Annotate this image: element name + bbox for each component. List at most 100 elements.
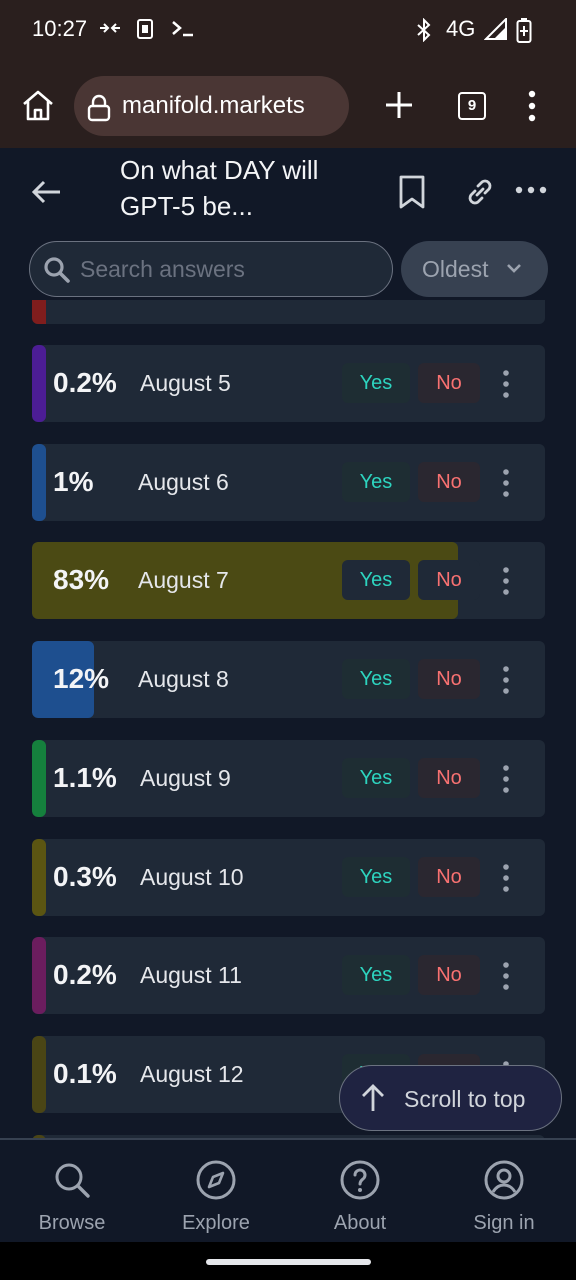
bet-yes-button[interactable]: Yes xyxy=(342,659,410,699)
chevron-down-icon xyxy=(505,261,523,280)
signal-icon xyxy=(483,16,508,46)
probability-bar xyxy=(32,1135,46,1140)
probability-bar xyxy=(32,300,46,324)
answer-row[interactable]: 12% August 8 Yes No xyxy=(32,641,545,718)
bet-yes-button[interactable]: Yes xyxy=(342,955,410,995)
bet-no-button[interactable]: No xyxy=(418,758,480,798)
bet-no-button[interactable]: No xyxy=(418,363,480,403)
browser-menu-button[interactable] xyxy=(524,88,540,124)
search-input[interactable] xyxy=(80,250,380,288)
bet-no-button[interactable]: No xyxy=(418,560,480,600)
answer-row[interactable]: 0.3% August 10 Yes No xyxy=(32,839,545,916)
answer-menu-button[interactable] xyxy=(498,566,514,596)
user-circle-icon xyxy=(484,1160,524,1200)
answer-probability: 1% xyxy=(53,466,94,497)
bet-yes-button[interactable]: Yes xyxy=(342,857,410,897)
answer-probability: 0.1% xyxy=(53,1058,117,1089)
answer-row[interactable]: 1% August 6 Yes No xyxy=(32,444,545,521)
bookmark-button[interactable] xyxy=(396,174,428,210)
answer-probability: 1.1% xyxy=(53,762,117,793)
nav-about-label: About xyxy=(333,1212,387,1234)
browser-toolbar: manifold.markets 9 xyxy=(0,64,576,148)
nav-browse-label: Browse xyxy=(38,1212,106,1234)
new-tab-button[interactable] xyxy=(382,88,416,122)
answer-row[interactable]: 1.1% August 9 Yes No xyxy=(32,740,545,817)
answer-label: August 9 xyxy=(140,765,231,791)
vertical-dots-icon xyxy=(503,567,509,595)
answer-row-partial xyxy=(32,300,545,324)
status-time: 10:27 xyxy=(32,16,88,41)
gesture-bar xyxy=(0,1242,576,1280)
bet-yes-button[interactable]: Yes xyxy=(342,363,410,403)
network-type: 4G xyxy=(446,16,476,41)
compass-icon xyxy=(196,1160,236,1200)
battery-icon xyxy=(516,18,532,50)
search-box xyxy=(29,241,393,297)
vertical-dots-icon xyxy=(503,370,509,398)
answer-menu-button[interactable] xyxy=(498,764,514,794)
copy-link-button[interactable] xyxy=(462,174,498,210)
sort-dropdown[interactable]: Oldest xyxy=(401,241,548,297)
vertical-dots-icon xyxy=(503,666,509,694)
bet-no-button[interactable]: No xyxy=(418,955,480,995)
terminal-icon xyxy=(170,18,196,44)
answer-probability: 0.2% xyxy=(53,367,117,398)
nav-sign-in[interactable]: Sign in xyxy=(432,1140,576,1244)
arrow-left-icon xyxy=(31,180,60,204)
answer-row[interactable]: 0.2% August 5 Yes No xyxy=(32,345,545,422)
answer-menu-button[interactable] xyxy=(498,961,514,991)
bet-no-button[interactable]: No xyxy=(418,462,480,502)
url-text: manifold.markets xyxy=(122,92,305,119)
answer-probability: 12% xyxy=(53,663,110,694)
answer-menu-button[interactable] xyxy=(498,665,514,695)
arrow-up-icon xyxy=(358,1083,388,1118)
probability-bar xyxy=(32,345,46,422)
vertical-dots-icon xyxy=(503,864,509,892)
answer-probability: 0.2% xyxy=(53,959,117,990)
vertical-dots-icon xyxy=(528,90,536,122)
answer-menu-button[interactable] xyxy=(498,863,514,893)
more-options-button[interactable] xyxy=(514,180,548,200)
answer-row-partial xyxy=(32,1135,545,1140)
scroll-to-top-button[interactable]: Scroll to top xyxy=(339,1065,562,1131)
nav-sign-in-label: Sign in xyxy=(473,1212,535,1234)
nav-explore[interactable]: Explore xyxy=(144,1140,288,1244)
probability-bar xyxy=(32,444,46,521)
bluetooth-icon xyxy=(414,17,434,48)
bookmark-icon xyxy=(399,175,425,209)
bet-no-button[interactable]: No xyxy=(418,659,480,699)
probability-bar xyxy=(32,641,94,718)
answer-label: August 12 xyxy=(140,1061,244,1087)
answer-label: August 10 xyxy=(140,864,244,890)
answer-menu-button[interactable] xyxy=(498,369,514,399)
answer-row[interactable]: 0.2% August 11 Yes No xyxy=(32,937,545,1014)
home-icon xyxy=(23,90,53,121)
answer-label: August 5 xyxy=(140,370,231,396)
answer-label: August 11 xyxy=(140,962,242,988)
answer-probability: 83% xyxy=(53,564,110,595)
search-icon xyxy=(55,1163,90,1198)
bet-yes-button[interactable]: Yes xyxy=(342,758,410,798)
question-circle-icon xyxy=(340,1160,380,1200)
horizontal-dots-icon xyxy=(515,186,547,194)
probability-bar xyxy=(32,1036,46,1113)
url-bar[interactable]: manifold.markets xyxy=(74,76,349,136)
probability-bar xyxy=(32,839,46,916)
answers-list: 0.2% August 5 Yes No 1% August 6 Yes No 83% Augus… xyxy=(0,300,576,1140)
vertical-dots-icon xyxy=(503,765,509,793)
answer-row[interactable]: 83% August 7 Yes No xyxy=(32,542,545,619)
nav-browse[interactable]: Browse xyxy=(0,1140,144,1244)
bet-yes-button[interactable]: Yes xyxy=(342,560,410,600)
sim-icon xyxy=(136,18,154,46)
bet-no-button[interactable]: No xyxy=(418,857,480,897)
page-title: On what DAY will GPT-5 be... xyxy=(120,155,319,221)
home-button[interactable] xyxy=(18,86,58,126)
back-button[interactable] xyxy=(28,174,64,210)
nav-about[interactable]: About xyxy=(288,1140,432,1244)
answer-menu-button[interactable] xyxy=(498,468,514,498)
bet-yes-button[interactable]: Yes xyxy=(342,462,410,502)
page-header: On what DAY will GPT-5 be... xyxy=(0,148,576,238)
bottom-nav: Browse Explore About Sign in xyxy=(0,1138,576,1242)
sort-label: Oldest xyxy=(422,256,489,282)
tab-switcher-button[interactable]: 9 xyxy=(458,92,486,120)
